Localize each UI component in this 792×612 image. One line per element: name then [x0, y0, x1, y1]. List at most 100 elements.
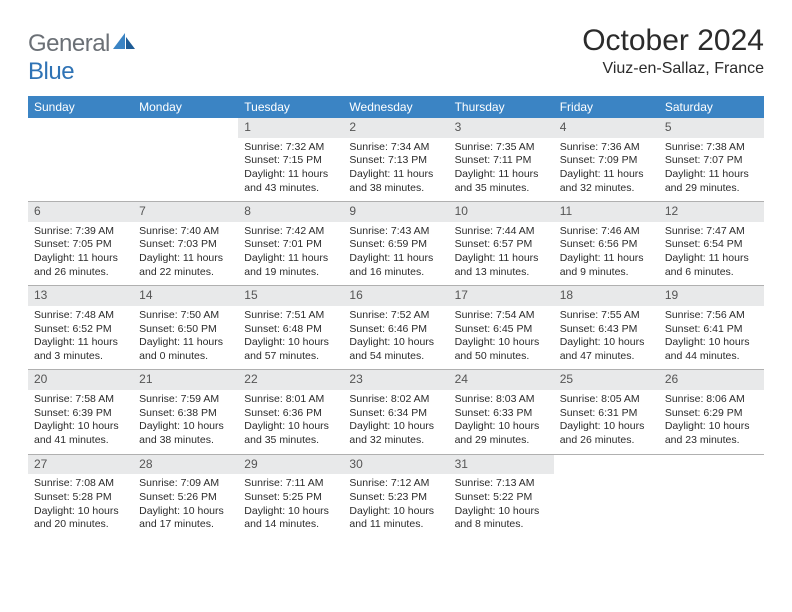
day-body: Sunrise: 7:44 AMSunset: 6:57 PMDaylight:…	[449, 222, 554, 286]
sunset-text: Sunset: 6:38 PM	[139, 407, 232, 421]
day-number: 30	[343, 455, 448, 475]
day-body: Sunrise: 7:48 AMSunset: 6:52 PMDaylight:…	[28, 306, 133, 370]
sunset-text: Sunset: 6:39 PM	[34, 407, 127, 421]
day-body: Sunrise: 7:55 AMSunset: 6:43 PMDaylight:…	[554, 306, 659, 370]
daylight-text: Daylight: 10 hours and 44 minutes.	[665, 336, 758, 363]
sunset-text: Sunset: 6:50 PM	[139, 323, 232, 337]
day-cell: 15Sunrise: 7:51 AMSunset: 6:48 PMDayligh…	[238, 286, 343, 369]
sunrise-text: Sunrise: 7:39 AM	[34, 225, 127, 239]
sunrise-text: Sunrise: 7:46 AM	[560, 225, 653, 239]
title-block: October 2024 Viuz-en-Sallaz, France	[582, 24, 764, 78]
day-cell: 4Sunrise: 7:36 AMSunset: 7:09 PMDaylight…	[554, 118, 659, 201]
day-cell: 2Sunrise: 7:34 AMSunset: 7:13 PMDaylight…	[343, 118, 448, 201]
day-body: Sunrise: 8:03 AMSunset: 6:33 PMDaylight:…	[449, 390, 554, 454]
day-number: 14	[133, 286, 238, 306]
sunset-text: Sunset: 6:31 PM	[560, 407, 653, 421]
day-body: Sunrise: 8:05 AMSunset: 6:31 PMDaylight:…	[554, 390, 659, 454]
daylight-text: Daylight: 10 hours and 38 minutes.	[139, 420, 232, 447]
sunset-text: Sunset: 5:23 PM	[349, 491, 442, 505]
sunset-text: Sunset: 6:34 PM	[349, 407, 442, 421]
day-cell: 12Sunrise: 7:47 AMSunset: 6:54 PMDayligh…	[659, 202, 764, 285]
daylight-text: Daylight: 10 hours and 57 minutes.	[244, 336, 337, 363]
sunrise-text: Sunrise: 7:56 AM	[665, 309, 758, 323]
sunrise-text: Sunrise: 7:08 AM	[34, 477, 127, 491]
sunset-text: Sunset: 7:03 PM	[139, 238, 232, 252]
day-cell: 8Sunrise: 7:42 AMSunset: 7:01 PMDaylight…	[238, 202, 343, 285]
day-number: 17	[449, 286, 554, 306]
day-body: Sunrise: 7:50 AMSunset: 6:50 PMDaylight:…	[133, 306, 238, 370]
day-body: Sunrise: 7:47 AMSunset: 6:54 PMDaylight:…	[659, 222, 764, 286]
daylight-text: Daylight: 10 hours and 29 minutes.	[455, 420, 548, 447]
daylight-text: Daylight: 11 hours and 32 minutes.	[560, 168, 653, 195]
day-body: Sunrise: 7:09 AMSunset: 5:26 PMDaylight:…	[133, 474, 238, 538]
day-body: Sunrise: 7:51 AMSunset: 6:48 PMDaylight:…	[238, 306, 343, 370]
daylight-text: Daylight: 11 hours and 43 minutes.	[244, 168, 337, 195]
day-number: 22	[238, 370, 343, 390]
sunrise-text: Sunrise: 7:36 AM	[560, 141, 653, 155]
sunset-text: Sunset: 7:01 PM	[244, 238, 337, 252]
sunrise-text: Sunrise: 7:54 AM	[455, 309, 548, 323]
dow-thursday: Thursday	[449, 96, 554, 118]
day-body: Sunrise: 7:40 AMSunset: 7:03 PMDaylight:…	[133, 222, 238, 286]
daylight-text: Daylight: 11 hours and 29 minutes.	[665, 168, 758, 195]
day-number: 13	[28, 286, 133, 306]
sunset-text: Sunset: 6:54 PM	[665, 238, 758, 252]
daylight-text: Daylight: 11 hours and 38 minutes.	[349, 168, 442, 195]
day-number: 11	[554, 202, 659, 222]
sunset-text: Sunset: 7:05 PM	[34, 238, 127, 252]
location: Viuz-en-Sallaz, France	[582, 60, 764, 78]
day-body: Sunrise: 7:08 AMSunset: 5:28 PMDaylight:…	[28, 474, 133, 538]
day-number: 2	[343, 118, 448, 138]
dow-saturday: Saturday	[659, 96, 764, 118]
day-body: Sunrise: 7:43 AMSunset: 6:59 PMDaylight:…	[343, 222, 448, 286]
day-body: Sunrise: 7:54 AMSunset: 6:45 PMDaylight:…	[449, 306, 554, 370]
sunrise-text: Sunrise: 8:01 AM	[244, 393, 337, 407]
daylight-text: Daylight: 10 hours and 14 minutes.	[244, 505, 337, 532]
day-number: 15	[238, 286, 343, 306]
sunset-text: Sunset: 6:56 PM	[560, 238, 653, 252]
day-number: 6	[28, 202, 133, 222]
daylight-text: Daylight: 11 hours and 22 minutes.	[139, 252, 232, 279]
daylight-text: Daylight: 10 hours and 26 minutes.	[560, 420, 653, 447]
day-cell: 11Sunrise: 7:46 AMSunset: 6:56 PMDayligh…	[554, 202, 659, 285]
day-number: 29	[238, 455, 343, 475]
day-cell	[28, 118, 133, 201]
sunrise-text: Sunrise: 8:05 AM	[560, 393, 653, 407]
daylight-text: Daylight: 11 hours and 6 minutes.	[665, 252, 758, 279]
day-number: 16	[343, 286, 448, 306]
day-cell: 28Sunrise: 7:09 AMSunset: 5:26 PMDayligh…	[133, 455, 238, 538]
sunrise-text: Sunrise: 7:58 AM	[34, 393, 127, 407]
daylight-text: Daylight: 11 hours and 16 minutes.	[349, 252, 442, 279]
day-cell: 26Sunrise: 8:06 AMSunset: 6:29 PMDayligh…	[659, 370, 764, 453]
daylight-text: Daylight: 10 hours and 50 minutes.	[455, 336, 548, 363]
day-body: Sunrise: 7:38 AMSunset: 7:07 PMDaylight:…	[659, 138, 764, 202]
calendar: Sunday Monday Tuesday Wednesday Thursday…	[28, 96, 764, 538]
day-number: 12	[659, 202, 764, 222]
sunset-text: Sunset: 6:45 PM	[455, 323, 548, 337]
day-number	[659, 455, 764, 459]
day-body: Sunrise: 7:13 AMSunset: 5:22 PMDaylight:…	[449, 474, 554, 538]
sunrise-text: Sunrise: 7:35 AM	[455, 141, 548, 155]
sunset-text: Sunset: 6:29 PM	[665, 407, 758, 421]
sunrise-text: Sunrise: 7:59 AM	[139, 393, 232, 407]
sunrise-text: Sunrise: 7:40 AM	[139, 225, 232, 239]
daylight-text: Daylight: 10 hours and 8 minutes.	[455, 505, 548, 532]
day-number: 3	[449, 118, 554, 138]
day-body: Sunrise: 7:42 AMSunset: 7:01 PMDaylight:…	[238, 222, 343, 286]
day-number: 7	[133, 202, 238, 222]
sunset-text: Sunset: 5:26 PM	[139, 491, 232, 505]
daylight-text: Daylight: 11 hours and 0 minutes.	[139, 336, 232, 363]
day-number: 19	[659, 286, 764, 306]
day-cell: 17Sunrise: 7:54 AMSunset: 6:45 PMDayligh…	[449, 286, 554, 369]
sunset-text: Sunset: 6:57 PM	[455, 238, 548, 252]
day-body: Sunrise: 7:32 AMSunset: 7:15 PMDaylight:…	[238, 138, 343, 202]
sunset-text: Sunset: 7:11 PM	[455, 154, 548, 168]
day-cell: 14Sunrise: 7:50 AMSunset: 6:50 PMDayligh…	[133, 286, 238, 369]
sunset-text: Sunset: 6:33 PM	[455, 407, 548, 421]
day-number	[133, 118, 238, 122]
dow-wednesday: Wednesday	[343, 96, 448, 118]
day-body: Sunrise: 7:34 AMSunset: 7:13 PMDaylight:…	[343, 138, 448, 202]
day-body: Sunrise: 7:11 AMSunset: 5:25 PMDaylight:…	[238, 474, 343, 538]
day-body: Sunrise: 7:58 AMSunset: 6:39 PMDaylight:…	[28, 390, 133, 454]
sunset-text: Sunset: 5:22 PM	[455, 491, 548, 505]
